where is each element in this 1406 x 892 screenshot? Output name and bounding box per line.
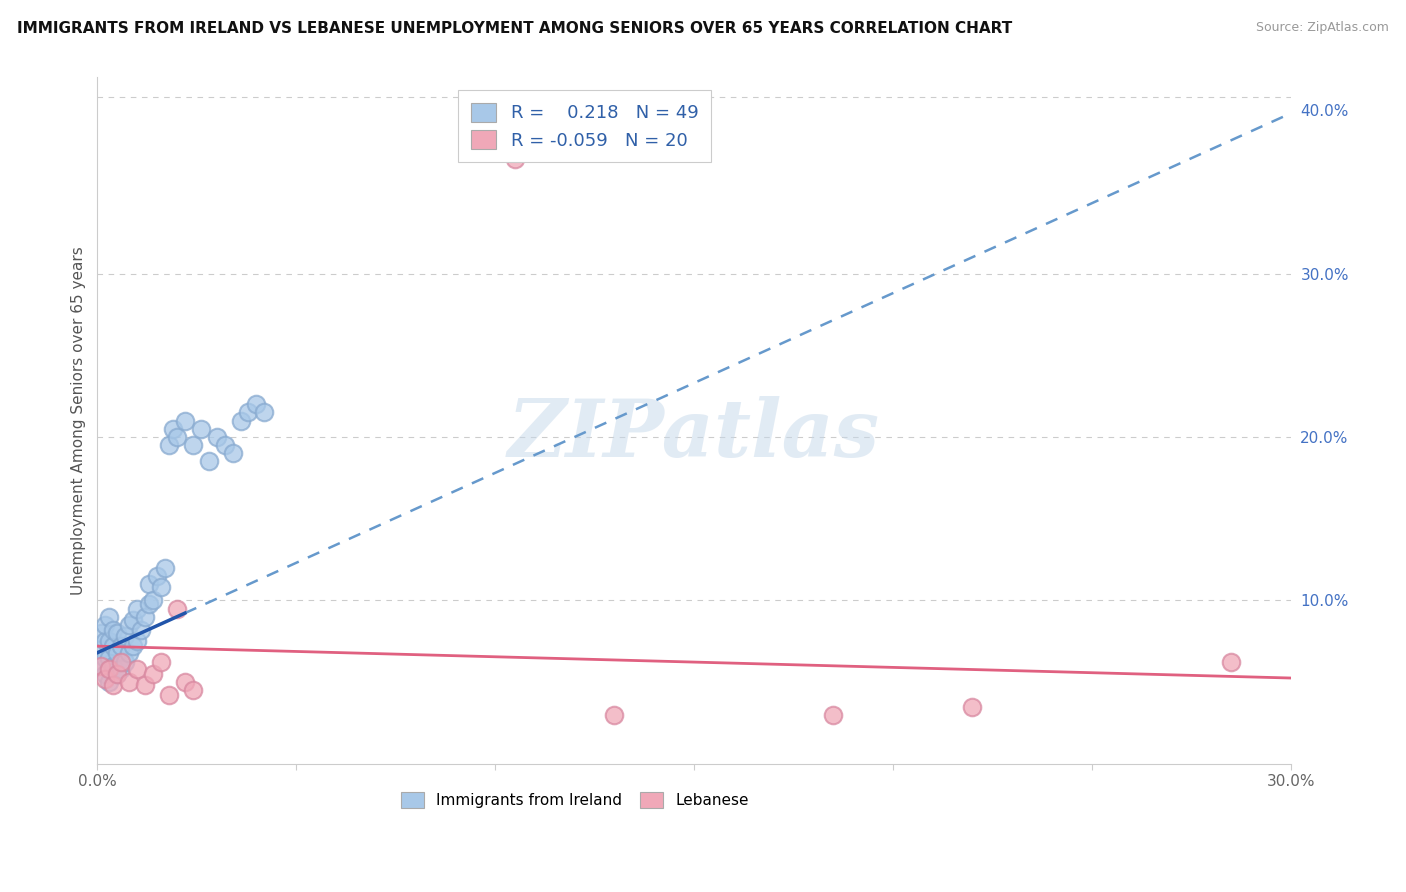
Point <box>214 438 236 452</box>
Point <box>122 639 145 653</box>
Point <box>823 707 845 722</box>
Point <box>118 646 141 660</box>
Point <box>150 656 173 670</box>
Point <box>146 569 169 583</box>
Point <box>98 675 121 690</box>
Point <box>181 683 204 698</box>
Point <box>122 613 145 627</box>
Text: IMMIGRANTS FROM IRELAND VS LEBANESE UNEMPLOYMENT AMONG SENIORS OVER 65 YEARS COR: IMMIGRANTS FROM IRELAND VS LEBANESE UNEM… <box>17 21 1012 37</box>
Point <box>90 642 112 657</box>
Point <box>190 422 212 436</box>
Point <box>127 634 149 648</box>
Point <box>150 580 173 594</box>
Point <box>105 646 128 660</box>
Point <box>173 675 195 690</box>
Point <box>197 454 219 468</box>
Point <box>114 629 136 643</box>
Point <box>162 422 184 436</box>
Point <box>129 623 152 637</box>
Point <box>173 414 195 428</box>
Point <box>142 593 165 607</box>
Point <box>134 609 156 624</box>
Point <box>110 662 132 676</box>
Point <box>238 405 260 419</box>
Point <box>110 656 132 670</box>
Point <box>103 623 125 637</box>
Point <box>138 597 160 611</box>
Point <box>253 405 276 419</box>
Point <box>503 152 526 166</box>
Point <box>962 699 984 714</box>
Point <box>94 634 117 648</box>
Point <box>157 438 180 452</box>
Point <box>94 672 117 686</box>
Point <box>103 639 125 653</box>
Y-axis label: Unemployment Among Seniors over 65 years: Unemployment Among Seniors over 65 years <box>72 246 86 595</box>
Point <box>98 609 121 624</box>
Point <box>98 662 121 676</box>
Point <box>90 626 112 640</box>
Point <box>127 662 149 676</box>
Point <box>90 658 112 673</box>
Point <box>103 678 125 692</box>
Point <box>1219 656 1241 670</box>
Point <box>105 667 128 681</box>
Point <box>118 618 141 632</box>
Point <box>166 601 188 615</box>
Point <box>98 634 121 648</box>
Point <box>603 707 626 722</box>
Point <box>98 650 121 665</box>
Point <box>94 618 117 632</box>
Point <box>138 577 160 591</box>
Point <box>118 675 141 690</box>
Point <box>153 560 176 574</box>
Point <box>245 397 267 411</box>
Point <box>90 658 112 673</box>
Point <box>103 658 125 673</box>
Point <box>205 430 228 444</box>
Point <box>110 639 132 653</box>
Text: ZIPatlas: ZIPatlas <box>508 396 880 473</box>
Point <box>221 446 243 460</box>
Point <box>181 438 204 452</box>
Point <box>94 667 117 681</box>
Point <box>105 626 128 640</box>
Text: Source: ZipAtlas.com: Source: ZipAtlas.com <box>1256 21 1389 35</box>
Point <box>114 656 136 670</box>
Point <box>166 430 188 444</box>
Point <box>134 678 156 692</box>
Legend: Immigrants from Ireland, Lebanese: Immigrants from Ireland, Lebanese <box>395 786 755 814</box>
Point <box>105 667 128 681</box>
Point <box>157 688 180 702</box>
Point <box>229 414 252 428</box>
Point <box>127 601 149 615</box>
Point <box>94 650 117 665</box>
Point <box>142 667 165 681</box>
